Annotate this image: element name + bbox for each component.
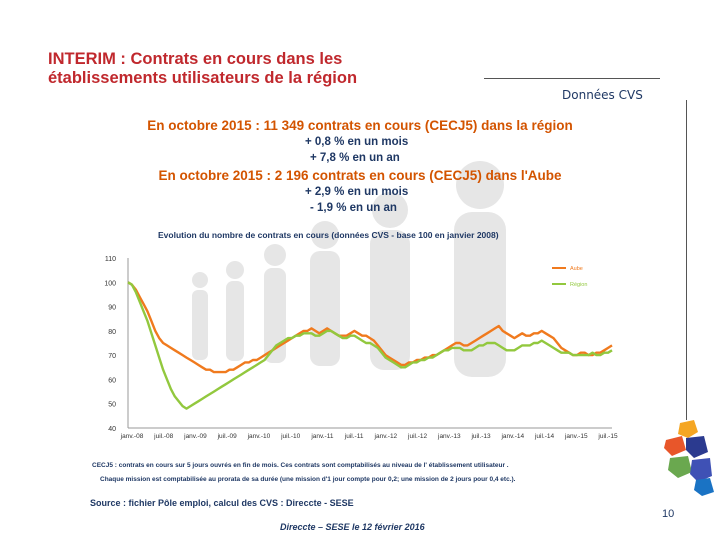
x-tick-label: juil.-12 [407,433,428,440]
x-tick-label: janv.-09 [183,433,207,440]
cecj5-definition-note: CECJ5 : contrats en cours sur 5 jours ou… [92,462,509,469]
series-line-region [127,281,613,410]
region-map-logo [664,420,714,496]
x-tick-label: janv.-11 [310,433,334,440]
x-tick-label: janv.-14 [500,433,524,440]
chart-title: Evolution du nombre de contrats en cours… [158,230,499,240]
x-tick-label: juil.-09 [217,433,238,440]
aube-yearly-change: - 1,9 % en un an [310,202,397,214]
x-tick-label: juil.-14 [534,433,555,440]
footer-credit: Direccte – SESE le 12 février 2016 [280,522,425,532]
region-monthly-change: + 0,8 % en un mois [305,136,409,148]
y-tick-label: 100 [104,280,116,287]
x-tick-label: janv.-12 [374,433,398,440]
mission-prorata-note: Chaque mission est comptabilisée au pror… [100,476,516,483]
slide-title: INTERIM : Contrats en cours dans les éta… [48,50,358,87]
x-tick-label: juil.-15 [597,433,618,440]
y-tick-label: 40 [108,426,116,433]
source-note: Source : fichier Pôle emploi, calcul des… [90,498,354,508]
y-tick-label: 60 [108,377,116,384]
x-tick-label: juil.-10 [280,433,301,440]
line-chart: 110 100 90 80 70 60 50 40 janv.-08 juil.-08 janv.-… [104,256,618,440]
region-headline: En octobre 2015 : 11 349 contrats en cou… [147,118,573,133]
region-yearly-change: + 7,8 % en un an [310,152,400,164]
page-number: 10 [662,508,675,520]
title-divider [484,78,660,79]
y-tick-label: 80 [108,329,116,336]
y-tick-label: 110 [105,256,116,263]
y-tick-label: 90 [108,305,116,312]
people-silhouettes-illustration [192,161,506,377]
x-tick-label: janv.-08 [120,433,144,440]
y-tick-label: 50 [108,402,116,409]
data-type-label: Données CVS [562,88,643,102]
x-tick-label: janv.-10 [247,433,271,440]
side-divider [686,100,687,420]
x-tick-label: juil.-08 [153,433,174,440]
aube-headline: En octobre 2015 : 2 196 contrats en cour… [158,168,562,183]
aube-monthly-change: + 2,9 % en un mois [305,186,409,198]
legend-label: Aube [570,266,583,272]
y-tick-label: 70 [108,353,116,360]
series-line-aube [127,281,613,374]
legend-label: Région [570,282,587,288]
x-tick-label: janv.-13 [437,433,461,440]
x-tick-label: juil.-11 [344,433,364,440]
x-tick-label: janv.-15 [564,433,588,440]
x-tick-label: juil.-13 [470,433,491,440]
